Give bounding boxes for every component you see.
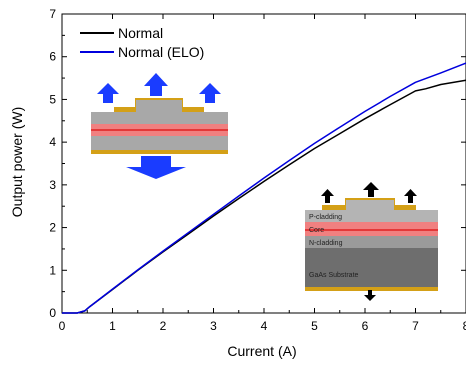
bottom-contact-gold bbox=[91, 150, 228, 154]
layer-p-cladding bbox=[305, 210, 438, 222]
arrow-up-center bbox=[363, 182, 379, 197]
legend-label-normal-elo: Normal (ELO) bbox=[118, 44, 204, 60]
y-tick-label: 5 bbox=[49, 92, 56, 106]
arrow-down bbox=[364, 290, 376, 301]
x-tick-label: 5 bbox=[311, 319, 318, 333]
layer-core bbox=[305, 222, 438, 236]
cladding-upper bbox=[91, 112, 228, 126]
ridge-cladding bbox=[136, 100, 182, 112]
y-tick-label: 1 bbox=[49, 263, 56, 277]
label-p-cladding: P-cladding bbox=[309, 214, 342, 221]
label-n-cladding: N-cladding bbox=[309, 240, 343, 247]
arrow-up-left bbox=[321, 189, 334, 203]
x-tick-label: 6 bbox=[362, 319, 369, 333]
layer-substrate bbox=[305, 248, 438, 287]
legend: Normal Normal (ELO) bbox=[80, 25, 204, 60]
y-tick-label: 2 bbox=[49, 221, 56, 235]
inset-left-schematic bbox=[91, 73, 228, 179]
y-axis-label: Output power (W) bbox=[9, 107, 25, 217]
x-axis-label: Current (A) bbox=[227, 343, 296, 359]
axis-ticks: 0 1 2 3 4 5 6 7 8 0 1 2 3 4 5 6 7 bbox=[49, 7, 466, 333]
series-line-normal-elo bbox=[62, 62, 466, 314]
right-bottom-contact bbox=[305, 287, 438, 291]
inset-right-schematic: P-cladding Core N-cladding GaAs Substrat… bbox=[305, 182, 438, 301]
x-tick-label: 1 bbox=[109, 319, 116, 333]
y-tick-label: 4 bbox=[49, 135, 56, 149]
x-tick-label: 8 bbox=[463, 319, 466, 333]
x-tick-label: 3 bbox=[210, 319, 217, 333]
legend-label-normal: Normal bbox=[118, 25, 163, 41]
emission-arrow-up-center bbox=[144, 73, 168, 96]
y-tick-label: 7 bbox=[49, 7, 56, 21]
x-tick-label: 7 bbox=[412, 319, 419, 333]
emission-arrow-down bbox=[126, 156, 186, 179]
y-tick-label: 0 bbox=[49, 306, 56, 320]
arrow-up-right bbox=[404, 189, 417, 203]
x-tick-label: 4 bbox=[261, 319, 268, 333]
cladding-lower bbox=[91, 136, 228, 150]
x-tick-label: 0 bbox=[59, 319, 66, 333]
label-substrate: GaAs Substrate bbox=[309, 272, 359, 279]
label-core: Core bbox=[309, 227, 324, 234]
y-tick-label: 3 bbox=[49, 178, 56, 192]
x-tick-label: 2 bbox=[160, 319, 167, 333]
y-tick-label: 6 bbox=[49, 50, 56, 64]
series-layer bbox=[62, 62, 466, 314]
right-ridge bbox=[346, 200, 394, 211]
emission-arrow-up-left bbox=[97, 83, 119, 103]
emission-arrow-up-right bbox=[199, 83, 221, 103]
layer-n-cladding bbox=[305, 236, 438, 248]
